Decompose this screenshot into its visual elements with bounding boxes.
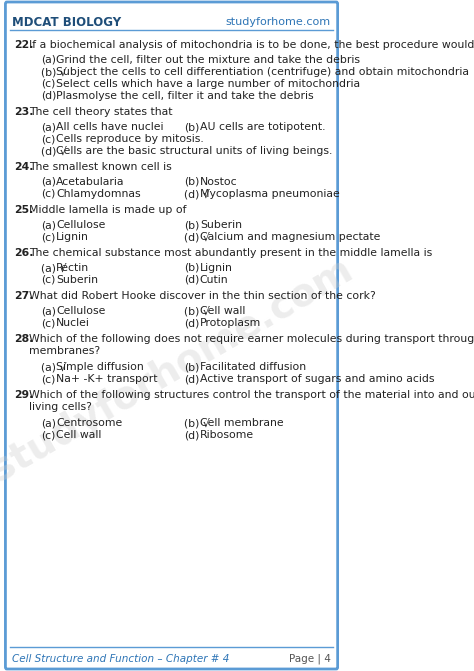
Text: Ribosome: Ribosome — [200, 430, 254, 440]
Text: Suberin: Suberin — [200, 220, 242, 230]
Text: (d) √: (d) √ — [41, 146, 66, 156]
Text: Page | 4: Page | 4 — [289, 654, 330, 664]
Text: What did Robert Hooke discover in the thin section of the cork?: What did Robert Hooke discover in the th… — [29, 291, 376, 301]
Text: (b): (b) — [184, 362, 200, 372]
Text: 27.: 27. — [14, 291, 33, 301]
Text: (a): (a) — [41, 306, 56, 316]
Text: Chlamydomnas: Chlamydomnas — [56, 189, 141, 199]
Text: 22.: 22. — [14, 40, 33, 50]
Text: All cells have nuclei: All cells have nuclei — [56, 122, 164, 132]
Text: Suberin: Suberin — [56, 275, 98, 285]
Text: 24.: 24. — [14, 162, 33, 172]
Text: Cell wall: Cell wall — [200, 306, 245, 316]
Text: (b): (b) — [184, 220, 200, 230]
Text: (a): (a) — [41, 55, 56, 65]
Text: (c): (c) — [41, 232, 55, 242]
Text: Mycoplasma pneumoniae: Mycoplasma pneumoniae — [200, 189, 339, 199]
Text: Acetabularia: Acetabularia — [56, 177, 125, 187]
Text: 23.: 23. — [14, 107, 33, 117]
Text: The smallest known cell is: The smallest known cell is — [29, 162, 172, 172]
Text: Plasmolyse the cell, filter it and take the debris: Plasmolyse the cell, filter it and take … — [56, 91, 314, 101]
Text: (a): (a) — [41, 177, 56, 187]
Text: (d): (d) — [184, 275, 200, 285]
Text: 25.: 25. — [14, 205, 33, 215]
Text: Select cells which have a large number of mitochondria: Select cells which have a large number o… — [56, 79, 360, 89]
Text: (c): (c) — [41, 318, 55, 328]
Text: studyforhome.com: studyforhome.com — [0, 251, 359, 489]
Text: Centrosome: Centrosome — [56, 418, 123, 428]
Text: Nostoc: Nostoc — [200, 177, 237, 187]
Text: (a) √: (a) √ — [41, 263, 66, 274]
Text: Cutin: Cutin — [200, 275, 228, 285]
Text: Nuclei: Nuclei — [56, 318, 90, 328]
Text: (b) √: (b) √ — [41, 67, 66, 77]
Text: (c): (c) — [41, 275, 55, 285]
Text: The cell theory states that: The cell theory states that — [29, 107, 173, 117]
Text: Cell Structure and Function – Chapter # 4: Cell Structure and Function – Chapter # … — [12, 654, 230, 664]
Text: Subject the cells to cell differentiation (centrifuge) and obtain mitochondria: Subject the cells to cell differentiatio… — [56, 67, 469, 77]
Text: Calcium and magnesium pectate: Calcium and magnesium pectate — [200, 232, 380, 242]
Text: Pectin: Pectin — [56, 263, 90, 273]
Text: (a): (a) — [41, 418, 56, 428]
FancyBboxPatch shape — [5, 2, 337, 669]
Text: 26.: 26. — [14, 248, 33, 258]
Text: Protoplasm: Protoplasm — [200, 318, 261, 328]
Text: (c): (c) — [41, 374, 55, 384]
Text: (c): (c) — [41, 189, 55, 199]
Text: (c): (c) — [41, 134, 55, 144]
Text: (a): (a) — [41, 122, 56, 132]
Text: Grind the cell, filter out the mixture and take the debris: Grind the cell, filter out the mixture a… — [56, 55, 360, 65]
Text: Lignin: Lignin — [200, 263, 233, 273]
Text: (d): (d) — [184, 374, 200, 384]
Text: AU cells are totipotent.: AU cells are totipotent. — [200, 122, 325, 132]
Text: 29.: 29. — [14, 390, 33, 400]
Text: (d): (d) — [41, 91, 56, 101]
Text: (b): (b) — [184, 177, 200, 187]
Text: Which of the following structures control the transport of the material into and: Which of the following structures contro… — [29, 390, 474, 411]
Text: (d): (d) — [184, 318, 200, 328]
Text: The chemical substance most abundantly present in the middle lamella is: The chemical substance most abundantly p… — [29, 248, 433, 258]
Text: Active transport of sugars and amino acids: Active transport of sugars and amino aci… — [200, 374, 434, 384]
Text: (b) √: (b) √ — [184, 418, 210, 429]
Text: Cells reproduce by mitosis.: Cells reproduce by mitosis. — [56, 134, 204, 144]
Text: Middle lamella is made up of: Middle lamella is made up of — [29, 205, 187, 215]
Text: (b) √: (b) √ — [184, 306, 210, 317]
Text: (a) √: (a) √ — [41, 362, 66, 372]
Text: (c): (c) — [41, 430, 55, 440]
Text: If a biochemical analysis of mitochondria is to be done, the best procedure woul: If a biochemical analysis of mitochondri… — [29, 40, 474, 50]
Text: Na+ -K+ transport: Na+ -K+ transport — [56, 374, 158, 384]
Text: (d) √: (d) √ — [184, 189, 210, 199]
Text: 28.: 28. — [14, 334, 33, 344]
Text: Cell membrane: Cell membrane — [200, 418, 283, 428]
Text: Facilitated diffusion: Facilitated diffusion — [200, 362, 306, 372]
Text: (d): (d) — [184, 430, 200, 440]
Text: Cellulose: Cellulose — [56, 220, 106, 230]
Text: Cell wall: Cell wall — [56, 430, 102, 440]
Text: (b): (b) — [184, 263, 200, 273]
Text: (a): (a) — [41, 220, 56, 230]
Text: Simple diffusion: Simple diffusion — [56, 362, 144, 372]
Text: (b): (b) — [184, 122, 200, 132]
Text: Cells are the basic structural units of living beings.: Cells are the basic structural units of … — [56, 146, 333, 156]
Text: Lignin: Lignin — [56, 232, 89, 242]
Text: Cellulose: Cellulose — [56, 306, 106, 316]
Text: studyforhome.com: studyforhome.com — [226, 17, 330, 27]
Text: MDCAT BIOLOGY: MDCAT BIOLOGY — [12, 15, 122, 28]
Text: Which of the following does not require earner molecules during transport throug: Which of the following does not require … — [29, 334, 474, 356]
Text: (c): (c) — [41, 79, 55, 89]
Text: (d) √: (d) √ — [184, 232, 210, 242]
